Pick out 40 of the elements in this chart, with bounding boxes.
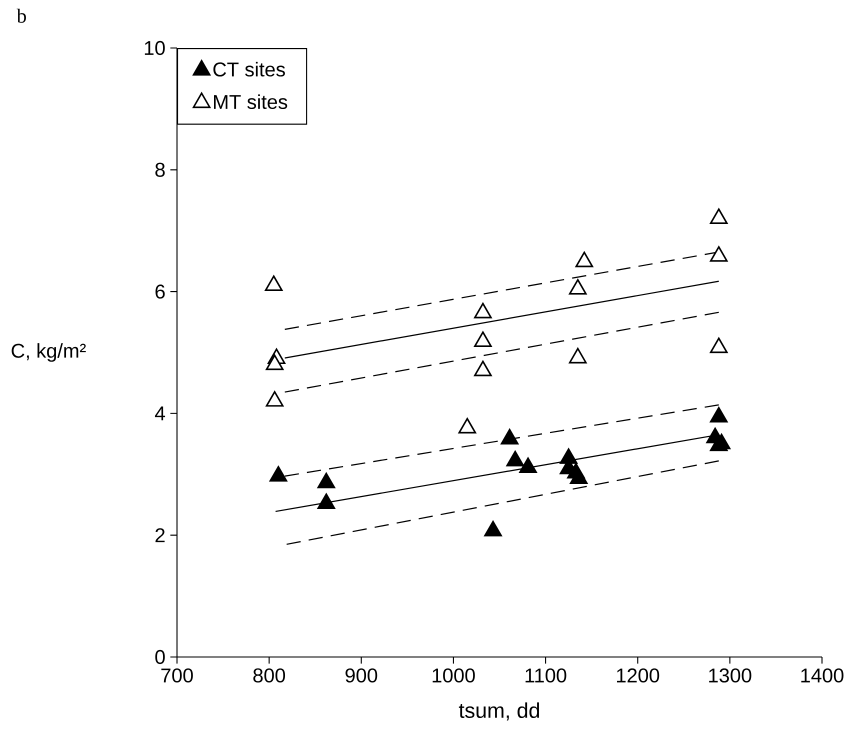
legend-label: MT sites (214, 94, 288, 110)
point (710, 246, 728, 262)
x-tick-label: 1000 (432, 668, 475, 683)
point (458, 418, 476, 434)
point (710, 208, 728, 224)
y-tick-label: 10 (144, 40, 165, 56)
point (519, 457, 537, 474)
point (568, 279, 587, 295)
point (710, 337, 728, 354)
point (474, 331, 492, 347)
point (264, 275, 283, 291)
point (474, 302, 492, 318)
x-tick-label: 1100 (526, 668, 566, 683)
point (266, 391, 284, 407)
y-tick-label: 6 (156, 284, 165, 299)
point (317, 472, 336, 488)
legend-label: CT sites (213, 62, 285, 77)
point (266, 354, 284, 370)
point (506, 450, 524, 466)
point (568, 348, 587, 364)
point (269, 466, 288, 482)
x-axis-title: tsum, dd (458, 702, 540, 721)
x-tick-label: 700 (161, 668, 193, 683)
point (710, 406, 728, 423)
point (575, 252, 594, 268)
x-tick-label: 800 (253, 668, 286, 683)
x-tick-label: 900 (346, 668, 378, 683)
point (484, 520, 502, 536)
y-axis-title: C, kg/m² (12, 343, 86, 362)
point (474, 360, 492, 376)
y-tick-label: 0 (155, 650, 165, 664)
point (317, 493, 336, 509)
text: b (16, 8, 26, 23)
y-tick-label: 4 (154, 406, 166, 420)
point (500, 428, 519, 444)
x-tick-label: 1400 (801, 668, 844, 683)
y-tick-label: 2 (156, 528, 165, 542)
x-tick-label: 1300 (709, 668, 752, 683)
x-tick-label: 1200 (616, 668, 660, 683)
y-tick-label: 8 (155, 162, 165, 177)
